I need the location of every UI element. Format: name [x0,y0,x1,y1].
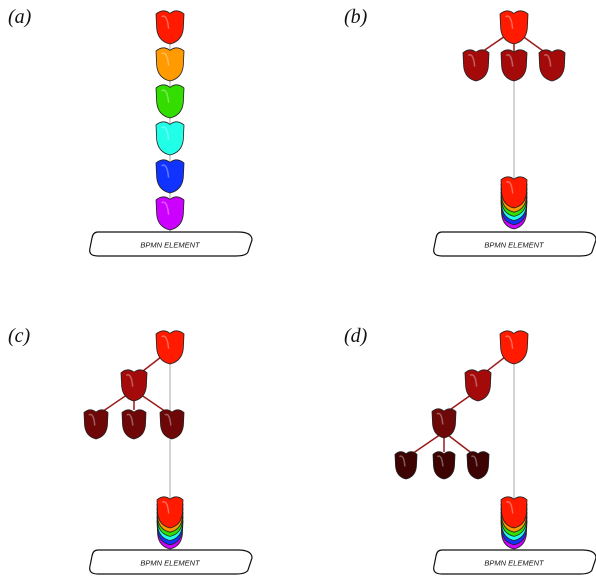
leaf-marker [121,409,147,440]
stack-marker-4 [155,159,185,194]
root-marker [499,10,529,45]
leaf-marker [466,451,490,480]
leaf-marker [159,409,185,440]
element-label: BPMN ELEMENT [484,241,545,250]
leaf-marker [394,451,418,480]
stack-marker-0 [155,10,185,45]
root-marker [155,330,185,365]
panel-a-label: (a) [8,6,32,28]
piled-marker-0 [500,176,528,209]
bpmn-element-b: BPMN ELEMENT [433,231,596,257]
panel-d-label: (d) [344,325,368,347]
stack-marker-2 [155,84,185,119]
child-marker [538,49,566,82]
stack-marker-5 [155,196,185,231]
element-label: BPMN ELEMENT [140,241,201,250]
element-label: BPMN ELEMENT [484,559,545,568]
piled-marker-0 [156,496,184,529]
root-marker [499,330,529,365]
parent-marker [120,369,148,402]
panel-c-label: (c) [8,325,31,347]
piled-marker-0 [500,496,528,529]
parent-marker [464,369,492,402]
child-marker [500,49,528,82]
leaf-marker [83,409,109,440]
panel-b-label: (b) [344,6,368,28]
bpmn-element-d: BPMN ELEMENT [433,549,596,575]
bpmn-element-a: BPMN ELEMENT [89,231,253,257]
mid-marker [431,408,457,439]
stack-marker-1 [155,47,185,82]
bpmn-element-c: BPMN ELEMENT [89,549,253,575]
leaf-marker [432,451,456,480]
stack-marker-3 [155,121,185,156]
element-label: BPMN ELEMENT [140,559,201,568]
child-marker [462,49,490,82]
